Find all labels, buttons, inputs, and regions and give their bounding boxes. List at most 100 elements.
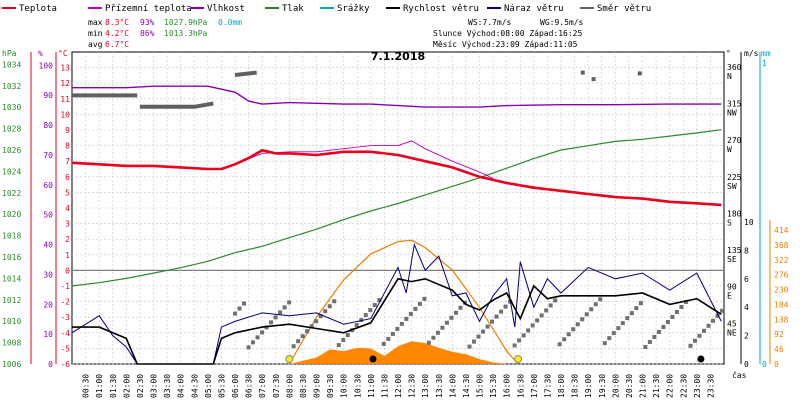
- time-tick-label: 12:30: [408, 374, 417, 398]
- time-tick-label: 07:30: [272, 374, 281, 398]
- hpa-tick-label: 1010: [2, 317, 21, 326]
- time-tick-label: 21:00: [639, 374, 648, 398]
- dir-tick-compass: S: [727, 218, 732, 227]
- hpa-tick-label: 1024: [2, 167, 21, 176]
- chart-title: 7.1.2018: [371, 50, 425, 63]
- temp-tick-label: 13: [60, 64, 70, 73]
- wind-direction-point: [377, 298, 382, 303]
- temp-tick-label: 1: [65, 251, 70, 260]
- rad-tick-label: 368: [774, 241, 789, 250]
- time-tick-label: 14:00: [448, 374, 457, 398]
- temp-tick-label: -1: [60, 282, 70, 291]
- summary-sun: Slunce Východ:08:00 Západ:16:25: [433, 29, 582, 38]
- wind-direction-point: [652, 334, 657, 339]
- summary-min-press: 1013.3hPa: [164, 29, 208, 38]
- wind-direction-point: [485, 324, 490, 329]
- time-tick-label: 01:00: [95, 374, 104, 398]
- time-tick-label: 08:30: [299, 374, 308, 398]
- time-tick-label: 18:30: [571, 374, 580, 398]
- time-tick-label: 05:00: [204, 374, 213, 398]
- wind-direction-point: [557, 342, 562, 347]
- temp-tick-label: -6: [60, 360, 70, 369]
- wind-direction-point: [372, 303, 377, 308]
- time-tick-label: 00:30: [82, 374, 91, 398]
- summary-max-temp: 8.3°C: [105, 18, 129, 27]
- hpa-tick-label: 1018: [2, 232, 21, 241]
- hum-unit-label: %: [38, 49, 43, 58]
- temp-tick-label: -3: [60, 313, 70, 322]
- wind-direction-point: [679, 304, 684, 309]
- wind-direction-point: [246, 345, 251, 350]
- temp-tick-label: 6: [65, 173, 70, 182]
- time-tick-label: 06:00: [231, 374, 240, 398]
- time-tick-label: 20:00: [611, 374, 620, 398]
- legend-label: Přízemní teplota: [105, 4, 192, 14]
- time-tick-label: 07:00: [258, 374, 267, 398]
- summary-max-label: max: [88, 18, 103, 27]
- temp-tick-label: -4: [60, 329, 70, 338]
- hpa-tick-label: 1014: [2, 274, 21, 283]
- wind-direction-point: [670, 314, 675, 319]
- time-tick-label: 18:00: [557, 374, 566, 398]
- wind-direction-point: [237, 306, 242, 311]
- wind-direction-point: [345, 333, 350, 338]
- wind-direction-point: [580, 317, 585, 322]
- time-tick-label: 09:30: [326, 374, 335, 398]
- wind-direction-point: [643, 344, 648, 349]
- rad-tick-label: 414: [774, 226, 789, 235]
- axes: hPa1034103210301028102610241022102010181…: [2, 49, 789, 398]
- hum-tick-label: 10: [43, 330, 53, 339]
- time-tick-label: 06:30: [245, 374, 254, 398]
- wind-direction-point: [354, 323, 359, 328]
- time-tick-label: 20:30: [625, 374, 634, 398]
- wind-direction-point: [629, 311, 634, 316]
- dir-tick-compass: SW: [727, 182, 737, 191]
- rad-tick-label: 138: [774, 315, 789, 324]
- wind-direction-point: [300, 334, 305, 339]
- temp-tick-label: 12: [60, 79, 70, 88]
- wind-direction-point: [282, 305, 287, 310]
- wind-direction-point: [503, 304, 508, 309]
- mm-unit-label: mm: [761, 49, 771, 58]
- time-tick-label: 04:00: [177, 374, 186, 398]
- temp-tick-label: 2: [65, 235, 70, 244]
- temp-tick-label: 11: [60, 95, 70, 104]
- time-tick-label: 13:00: [421, 374, 430, 398]
- hpa-unit-label: hPa: [2, 49, 17, 58]
- wind-direction-point: [458, 305, 463, 310]
- rad-tick-label: 322: [774, 256, 789, 265]
- wind-direction-point: [444, 320, 449, 325]
- wind-direction-point: [656, 329, 661, 334]
- summary-min-temp: 4.2°C: [105, 29, 129, 38]
- wind-direction-point: [598, 297, 603, 302]
- wind-direction-point: [332, 299, 337, 304]
- wind-direction-point: [417, 301, 422, 306]
- wind-direction-point: [674, 309, 679, 314]
- wind-direction-point: [453, 310, 458, 315]
- time-tick-label: 21:30: [652, 374, 661, 398]
- summary-ws: WS:7.7m/s: [468, 18, 512, 27]
- humidity-line: [72, 85, 722, 108]
- wind-direction-point: [490, 319, 495, 324]
- wind-direction-point: [341, 338, 346, 343]
- wind-direction-point: [233, 311, 237, 316]
- legend-label: Rychlost větru: [403, 4, 479, 14]
- temp-tick-label: 5: [65, 188, 70, 197]
- temp-tick-label: 3: [65, 220, 70, 229]
- wind-direction-point: [683, 299, 688, 304]
- hpa-tick-label: 1020: [2, 210, 21, 219]
- hpa-tick-label: 1032: [2, 82, 21, 91]
- temp-tick-label: 10: [60, 110, 70, 119]
- wind-direction-point: [665, 319, 670, 324]
- time-tick-label: 03:00: [150, 374, 159, 398]
- wind-direction-point: [260, 330, 265, 335]
- wind-direction-point: [697, 333, 702, 338]
- summary-avg-label: avg: [88, 40, 103, 49]
- rad-tick-label: 276: [774, 271, 789, 280]
- time-tick-label: 16:00: [503, 374, 512, 398]
- dir-tick-deg: 360: [727, 63, 742, 72]
- wind-direction-point: [580, 70, 585, 75]
- dir-tick-deg: 270: [727, 136, 742, 145]
- wind-direction-point: [413, 306, 418, 311]
